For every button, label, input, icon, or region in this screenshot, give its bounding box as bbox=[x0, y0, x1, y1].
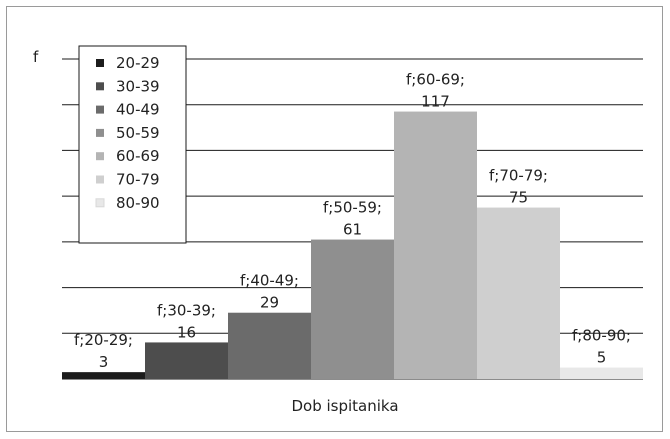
legend-swatch bbox=[96, 59, 104, 67]
x-axis-label: Dob ispitanika bbox=[291, 397, 398, 415]
data-label: f;70-79; bbox=[489, 167, 548, 185]
y-axis-label: f bbox=[33, 48, 39, 66]
data-label: f;60-69; bbox=[406, 71, 465, 89]
legend-label: 80-90 bbox=[116, 194, 160, 212]
bar-30-39 bbox=[145, 342, 228, 379]
data-label: 61 bbox=[343, 221, 362, 239]
legend-swatch bbox=[96, 175, 104, 184]
data-labels: f;20-29; 3 f;30-39; 16 f;40-49; 29 f;50-59; 61 f… bbox=[74, 71, 631, 372]
data-label: 5 bbox=[597, 349, 607, 367]
bar-80-90 bbox=[560, 367, 643, 379]
legend-swatch bbox=[96, 128, 104, 137]
legend-box bbox=[78, 45, 187, 244]
data-label: f;30-39; bbox=[157, 301, 216, 319]
data-label: 75 bbox=[509, 189, 528, 207]
bar-60-69 bbox=[394, 111, 477, 380]
legend: 20-29 30-39 40-49 50-59 60-69 70-79 80-90 bbox=[78, 45, 187, 244]
bar-40-49 bbox=[228, 312, 311, 379]
legend-label: 50-59 bbox=[116, 124, 160, 142]
data-label: f;40-49; bbox=[240, 272, 299, 290]
legend-swatch bbox=[96, 82, 104, 91]
bar-50-59 bbox=[311, 239, 394, 379]
legend-swatch bbox=[95, 198, 105, 208]
legend-swatch bbox=[96, 152, 104, 161]
data-label: f;50-59; bbox=[323, 199, 382, 217]
legend-label: 20-29 bbox=[116, 54, 160, 72]
data-label: f;20-29; bbox=[74, 331, 133, 349]
legend-label: 40-49 bbox=[116, 101, 160, 119]
legend-label: 30-39 bbox=[116, 77, 160, 95]
data-label: 3 bbox=[99, 353, 109, 371]
data-label: 117 bbox=[421, 93, 450, 111]
bar-70-79 bbox=[477, 207, 560, 379]
bar-20-29 bbox=[62, 372, 145, 379]
data-label: 16 bbox=[177, 323, 196, 341]
data-label: 29 bbox=[260, 294, 279, 312]
legend-swatch bbox=[96, 105, 104, 114]
bars bbox=[62, 111, 643, 380]
legend-label: 60-69 bbox=[116, 147, 160, 165]
data-label: f;80-90; bbox=[572, 327, 631, 345]
legend-label: 70-79 bbox=[116, 171, 160, 189]
